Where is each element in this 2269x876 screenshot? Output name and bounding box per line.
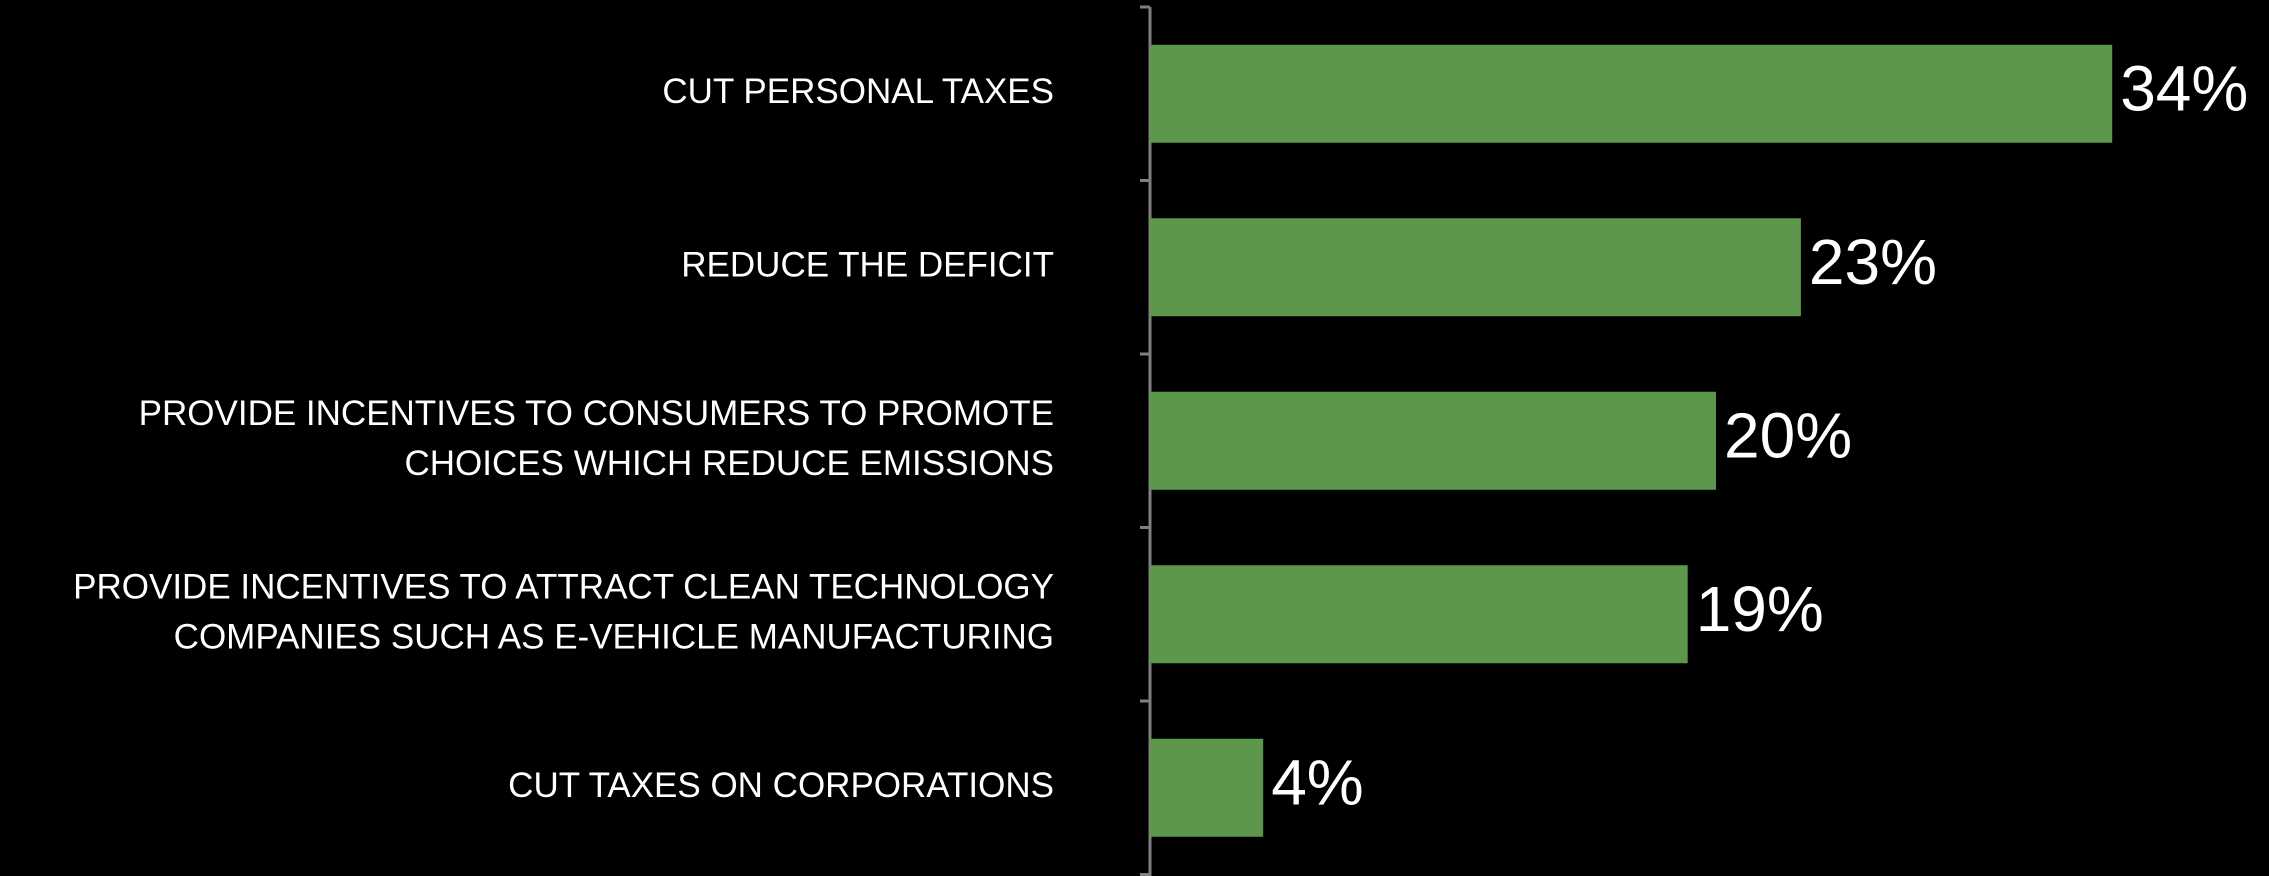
category-label: CUT TAXES ON CORPORATIONS — [508, 766, 1054, 805]
category-label: CUT PERSONAL TAXES — [662, 72, 1054, 111]
category-label: PROVIDE INCENTIVES TO ATTRACT CLEAN TECH… — [73, 568, 1054, 607]
bar — [1150, 738, 1264, 837]
bar-value-label: 4% — [1271, 747, 1364, 819]
category-label: PROVIDE INCENTIVES TO CONSUMERS TO PROMO… — [139, 394, 1054, 433]
bar — [1150, 565, 1688, 664]
category-label: REDUCE THE DEFICIT — [681, 246, 1054, 285]
bar-value-label: 19% — [1696, 573, 1824, 645]
category-label: CHOICES WHICH REDUCE EMISSIONS — [405, 444, 1055, 483]
bar-value-label: 23% — [1809, 226, 1937, 298]
bar — [1150, 44, 2113, 143]
category-label: COMPANIES SUCH AS E-VEHICLE MANUFACTURIN… — [174, 618, 1054, 657]
bar — [1150, 391, 1716, 490]
bar-value-label: 20% — [1724, 400, 1852, 472]
bar-value-label: 34% — [2120, 53, 2248, 125]
bar — [1150, 218, 1801, 317]
